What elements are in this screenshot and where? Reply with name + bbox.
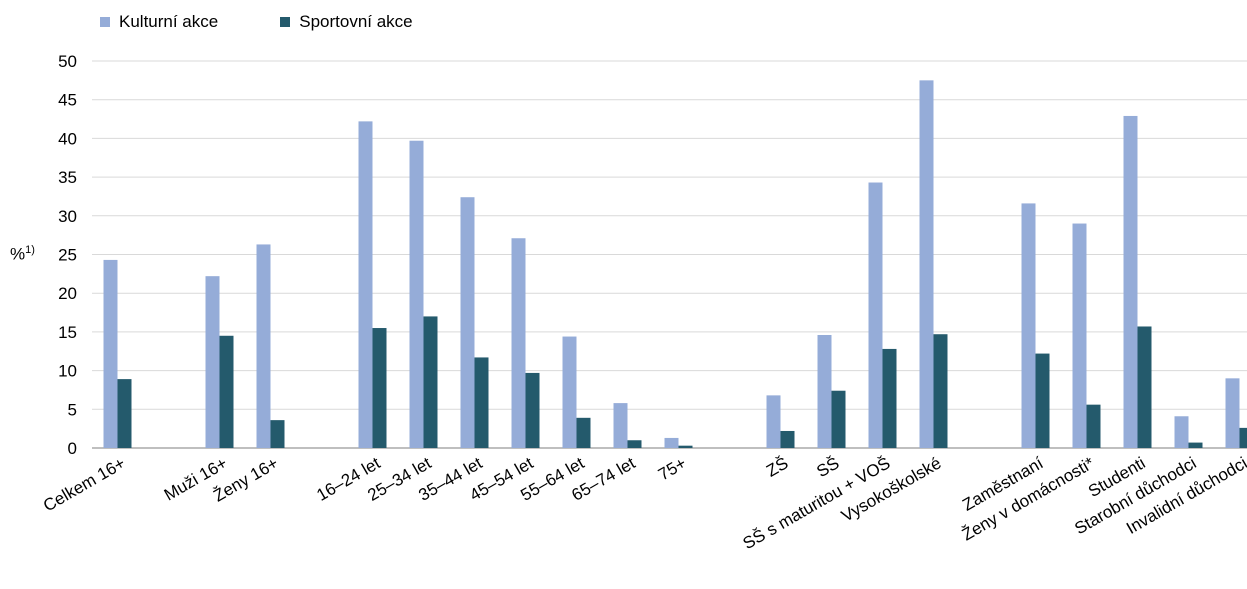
bar-sportovni bbox=[1137, 326, 1152, 448]
bar-sportovni bbox=[678, 445, 693, 448]
bar-sportovni bbox=[117, 379, 132, 448]
bar-kulturni bbox=[1123, 115, 1138, 448]
y-tick-label: 30 bbox=[58, 207, 77, 226]
bar-kulturni bbox=[562, 336, 577, 448]
bar-kulturni bbox=[766, 395, 781, 448]
x-tick-labels: Celkem 16+ Muži 16+Ženy 16+ 16–24 let25–34… bbox=[40, 453, 1247, 553]
legend-label-sportovni: Sportovní akce bbox=[299, 12, 413, 31]
bar-sportovni bbox=[1239, 427, 1247, 448]
bar-kulturni bbox=[205, 276, 220, 448]
bar-sportovni bbox=[423, 316, 438, 448]
bar-kulturni bbox=[511, 238, 526, 448]
y-tick-label: 10 bbox=[58, 362, 77, 381]
y-tick-label: 15 bbox=[58, 323, 77, 342]
legend-item-sportovni: Sportovní akce bbox=[280, 12, 413, 32]
gridlines bbox=[92, 60, 1247, 449]
bar-kulturni bbox=[664, 437, 679, 448]
bar-kulturni bbox=[1225, 378, 1240, 448]
bar-kulturni bbox=[613, 403, 628, 448]
y-tick-label: 50 bbox=[58, 52, 77, 71]
legend-swatch-sportovni bbox=[280, 17, 291, 27]
bar-sportovni bbox=[831, 390, 846, 448]
bar-sportovni bbox=[1086, 404, 1101, 448]
bar-sportovni bbox=[882, 348, 897, 448]
y-axis-label-footnote: 1) bbox=[25, 244, 35, 256]
x-tick-label: 75+ bbox=[655, 453, 690, 484]
y-tick-label: 40 bbox=[58, 129, 77, 148]
y-tick-label: 45 bbox=[58, 91, 77, 110]
bar-sportovni bbox=[525, 372, 540, 448]
bar-sportovni bbox=[576, 417, 591, 448]
y-tick-label: 0 bbox=[68, 439, 77, 458]
x-tick-label: SŠ bbox=[813, 453, 842, 481]
bar-sportovni bbox=[1188, 442, 1203, 448]
bar-kulturni bbox=[868, 182, 883, 448]
x-tick-label: Celkem 16+ bbox=[40, 453, 129, 515]
bar-kulturni bbox=[919, 80, 934, 448]
bar-sportovni bbox=[372, 328, 387, 448]
bar-kulturni bbox=[817, 334, 832, 448]
y-axis-label-text: % bbox=[10, 244, 26, 264]
bar-kulturni bbox=[1072, 223, 1087, 448]
legend: Kulturní akce Sportovní akce bbox=[100, 12, 475, 32]
bar-kulturni bbox=[1174, 416, 1189, 448]
bar-kulturni bbox=[1021, 203, 1036, 448]
bar-kulturni bbox=[409, 140, 424, 449]
bar-kulturni bbox=[103, 259, 118, 448]
bar-sportovni bbox=[933, 334, 948, 448]
legend-item-kulturni: Kulturní akce bbox=[100, 12, 218, 32]
bar-sportovni bbox=[627, 440, 642, 448]
y-axis-label: %1) bbox=[10, 244, 35, 265]
bar-sportovni bbox=[270, 420, 285, 448]
bar-sportovni bbox=[1035, 353, 1050, 448]
y-tick-label: 35 bbox=[58, 168, 77, 187]
y-tick-labels: 0 5 10 15 20 25 30 35 40 45 50 bbox=[58, 52, 77, 458]
bar-sportovni bbox=[219, 335, 234, 448]
x-tick-label: ZŠ bbox=[763, 453, 791, 480]
y-tick-label: 25 bbox=[58, 246, 77, 265]
bars bbox=[103, 80, 1247, 449]
bar-sportovni bbox=[780, 430, 795, 448]
bar-sportovni bbox=[474, 357, 489, 448]
y-tick-label: 5 bbox=[68, 400, 77, 419]
legend-swatch-kulturni bbox=[100, 17, 110, 27]
bar-kulturni bbox=[460, 197, 475, 448]
bar-kulturni bbox=[256, 244, 271, 448]
legend-label-kulturni: Kulturní akce bbox=[119, 12, 219, 31]
y-tick-label: 20 bbox=[58, 284, 77, 303]
bar-kulturni bbox=[358, 121, 373, 448]
